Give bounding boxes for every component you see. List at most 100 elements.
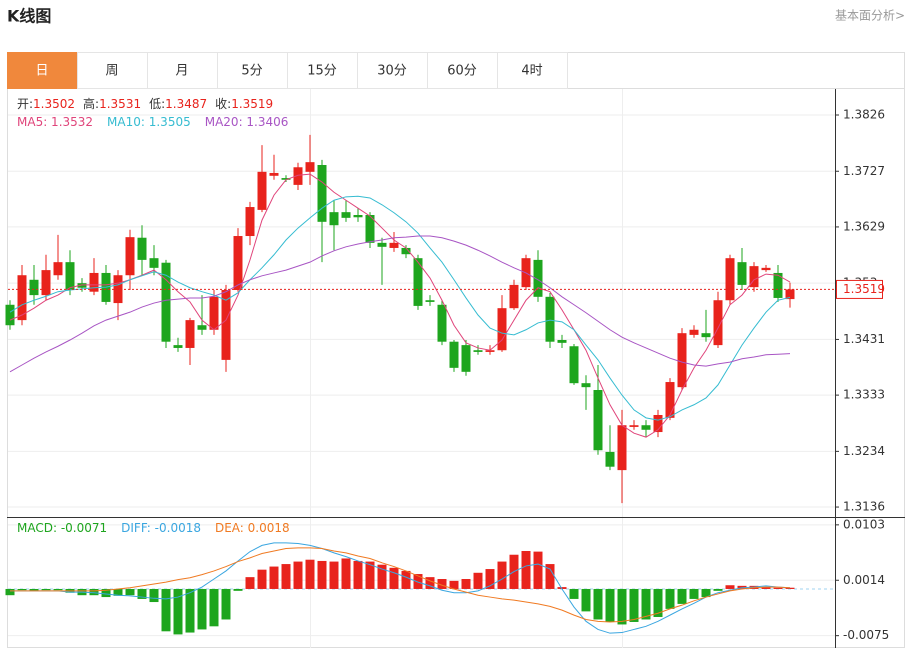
tab-label[interactable]: 30分	[377, 64, 407, 79]
macd-bar	[629, 588, 639, 622]
macd-bar	[293, 561, 303, 589]
macd-bar	[125, 588, 135, 596]
macd-bar	[137, 588, 147, 599]
macd-bar	[641, 588, 651, 620]
macd-bar	[173, 588, 183, 635]
y-tick-label: 1.3826	[843, 108, 885, 122]
candle-body	[773, 272, 783, 298]
candle-body	[281, 178, 291, 180]
macd-bar	[461, 579, 471, 589]
macd-bar	[377, 564, 387, 589]
macd-bar	[233, 588, 243, 591]
legend: MA5: 1.3532 MA10: 1.3505 MA20: 1.3406	[17, 115, 288, 129]
macd-bar	[617, 588, 627, 625]
tab[interactable]	[7, 52, 78, 89]
candle-body	[497, 308, 507, 351]
candle-body	[365, 215, 375, 243]
macd-bar	[665, 588, 675, 609]
tab-label[interactable]: 15分	[307, 64, 337, 79]
y-tick-label: 1.3629	[843, 219, 885, 233]
macd-bar	[473, 572, 483, 589]
macd-bar	[149, 588, 159, 603]
candle-body	[737, 262, 747, 285]
candle-body	[569, 346, 579, 384]
readout-value: 1.3487	[165, 97, 207, 111]
tab[interactable]	[497, 52, 568, 89]
macd-bar	[29, 588, 39, 591]
candle-body	[701, 333, 711, 338]
readout-value: 1.3519	[231, 97, 273, 111]
macd-bar	[401, 570, 411, 589]
candle-body	[17, 275, 27, 321]
candle-body	[257, 171, 267, 210]
candle-body	[89, 272, 99, 292]
macd-bar	[533, 551, 543, 589]
tab[interactable]	[287, 52, 358, 89]
candle-body	[221, 290, 231, 360]
macd-bar	[89, 588, 99, 596]
indicator-line	[10, 547, 791, 623]
legend: MACD: -0.0071 DIFF: -0.0018 DEA: 0.0018	[17, 521, 290, 535]
macd-bar	[449, 580, 459, 589]
candle-body	[533, 259, 543, 297]
macd-bar	[245, 577, 255, 589]
legend-entry: MA10: 1.3505	[107, 115, 191, 129]
y-tick-label: -0.0075	[843, 628, 889, 642]
macd-bar	[761, 587, 771, 589]
candle-body	[341, 212, 351, 218]
last-price-box	[836, 279, 883, 299]
macd-bar	[413, 574, 423, 589]
tab[interactable]	[77, 52, 148, 89]
y-tick-label: 1.3727	[843, 164, 885, 178]
macd-bar	[389, 567, 399, 589]
macd-bar	[593, 588, 603, 620]
macd-bar	[713, 588, 723, 591]
tab[interactable]	[357, 52, 428, 89]
candle-body	[689, 329, 699, 335]
y-tick-label: 1.3234	[843, 444, 885, 458]
candle-body	[29, 279, 39, 296]
macd-bar	[101, 588, 111, 598]
candle-body	[233, 236, 243, 290]
macd-bar	[221, 588, 231, 620]
macd-bar	[353, 560, 363, 589]
legend-entry: MACD: -0.0071	[17, 521, 107, 535]
candle-body	[77, 283, 87, 288]
analysis-link[interactable]: 基本面分析>	[835, 9, 905, 23]
candle-body	[581, 383, 591, 388]
tab-label[interactable]: 60分	[447, 64, 477, 79]
readout-label: 开:	[17, 97, 33, 111]
macd-bar	[197, 588, 207, 630]
ohlc-readout: 开:1.3502 高:1.3531 低:1.3487 收:1.3519	[17, 96, 273, 111]
tab-label[interactable]: 5分	[241, 64, 262, 79]
tab-label[interactable]: 月	[175, 64, 188, 79]
macd-bar	[341, 558, 351, 589]
legend-entry: MA5: 1.3532	[17, 115, 93, 129]
macd-bar	[701, 588, 711, 598]
candle-body	[629, 425, 639, 427]
tab-label[interactable]: 周	[105, 64, 118, 79]
candle-body	[485, 350, 495, 352]
macd-bar	[185, 588, 195, 633]
macd-bar	[113, 588, 123, 596]
macd-bar	[305, 559, 315, 589]
tab-label[interactable]: 日	[35, 64, 48, 79]
tab-label[interactable]: 4时	[521, 64, 542, 79]
macd-bar	[281, 564, 291, 589]
tab[interactable]	[427, 52, 498, 89]
tab[interactable]	[147, 52, 218, 89]
candle-body	[137, 237, 147, 260]
candle-body	[677, 333, 687, 388]
candle-body	[209, 296, 219, 330]
macd-bar	[521, 550, 531, 589]
macd-bar	[581, 588, 591, 612]
candle-body	[149, 258, 159, 268]
candle-body	[65, 262, 75, 290]
candle-body	[269, 172, 279, 176]
y-tick-label: 1.3333	[843, 388, 885, 402]
candle-body	[5, 304, 15, 326]
candle-body	[425, 300, 435, 302]
candle-body	[641, 425, 651, 430]
